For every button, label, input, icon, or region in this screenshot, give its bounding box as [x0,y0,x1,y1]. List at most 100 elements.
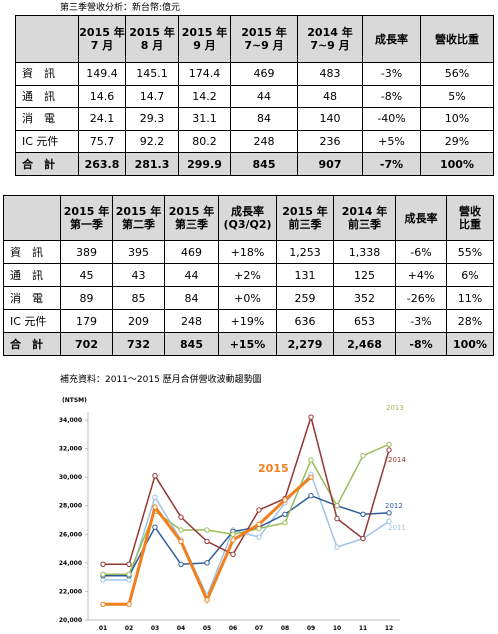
cell: 資 訊 [15,62,79,86]
cell: +4% [395,263,447,287]
series-label: 2013 [386,404,404,412]
cell: 389 [60,240,113,264]
header-cell: 2015 年第三季 [164,195,219,241]
cell: 24.1 [78,107,126,131]
header-text: 第二季 [122,218,155,231]
caption: 第三季營收分析：新台幣:億元 [60,3,181,13]
point [152,473,158,479]
x-tick-label: 09 [307,625,315,632]
x-tick-label: 10 [333,625,341,632]
y-tick-label: 34,000 [59,417,82,424]
point [282,497,288,503]
row: 合 計 702 732 845 +15% 2,279 2,468 -8% 100% [3,332,494,356]
cell: 179 [60,309,113,333]
point [100,561,106,567]
header-text: 2014 年 [341,205,388,218]
header-cell: 成長率 [362,15,421,63]
y-tick-label: 22,000 [59,588,82,595]
point [256,525,262,532]
cell: -3% [395,309,447,333]
cell: 44 [230,84,298,109]
y-tick-label: 28,000 [59,503,82,510]
cell: 48 [297,84,363,109]
cell: 5% [420,84,494,109]
point [178,514,184,520]
y-tick-label: 26,000 [59,531,82,538]
series-line [103,494,390,577]
row: 合 計 263.8 281.3 299.9 845 907 -7% 100% [15,152,494,176]
point [230,531,236,537]
header-cell [3,195,61,241]
cell: 84 [164,286,219,310]
header-cell [15,15,79,63]
header-row: 2015 年第一季 2015 年第二季 2015 年第三季 成長率 (Q3/Q2) 201… [3,195,494,241]
point [178,527,184,533]
point [100,577,106,583]
cell: 11% [446,286,494,310]
cell: -26% [395,286,447,310]
point [308,457,314,463]
x-tick-label: 02 [125,625,133,632]
point [386,510,392,516]
cell: 125 [333,263,396,287]
x-tick-label: 12 [385,625,393,632]
cell: 85 [112,286,165,310]
cell: 6% [446,263,494,287]
cell: 100% [446,332,494,356]
x-tick-label: 05 [203,625,211,632]
header-text: 營收比重 [435,32,479,46]
header-text: 前三季 [348,218,381,231]
cell: 43 [112,263,165,287]
cell: 248 [164,309,219,333]
cell: 483 [297,62,363,86]
point [178,538,184,545]
cell: IC 元件 [15,129,79,154]
row: 消 電 89 85 84 +0% 259 352 -26% 11% [3,286,494,310]
y-axis-label: (NTSM) [62,397,87,404]
point [230,551,236,557]
x-tick-label: 11 [359,625,367,632]
header-text: 2015 年 [129,26,175,39]
cell: 395 [112,240,165,264]
header-text: 9 月 [193,39,216,52]
header-text: 第三季 [175,218,208,231]
cell: 653 [333,309,396,333]
cell: 合 計 [3,332,61,356]
cell: 263.8 [78,152,126,176]
cell: 29.3 [125,107,179,131]
header-cell: 2015 年第一季 [60,195,113,241]
chart-title: 補充資料：2011～2015 歷月合併營收波動趨勢圖 [60,373,262,385]
cell: -40% [362,107,421,131]
cell: 259 [276,286,334,310]
cell: -3% [362,62,421,86]
cell: 281.3 [125,152,179,176]
point [282,511,288,517]
cell: 469 [230,62,298,86]
series-label: 2014 [388,456,406,464]
header-text: 8 月 [140,39,164,52]
header-cell: 成長率 [395,195,447,241]
cell: 845 [164,332,219,356]
cell: 2,468 [333,332,396,356]
point [230,537,236,543]
row: 消 電 24.1 29.3 31.1 84 140 -40% 10% [15,107,494,131]
header-text: 2015 年 [115,205,162,218]
point [282,520,288,526]
cell: 14.6 [78,84,126,109]
chart: 補充資料：2011～2015 歷月合併營收波動趨勢圖 (NTSM) 20,000… [59,373,407,632]
header-cell: 營收比重 [420,15,494,63]
cell: 45 [60,263,113,287]
cell: +2% [218,263,277,287]
point [334,544,340,550]
cell: 907 [297,152,363,176]
cell: 352 [333,286,396,310]
cell: 1,338 [333,240,396,264]
point [126,577,132,583]
cell: 資 訊 [3,240,61,264]
cell: +5% [362,129,421,154]
cell: 通 訊 [3,263,61,287]
